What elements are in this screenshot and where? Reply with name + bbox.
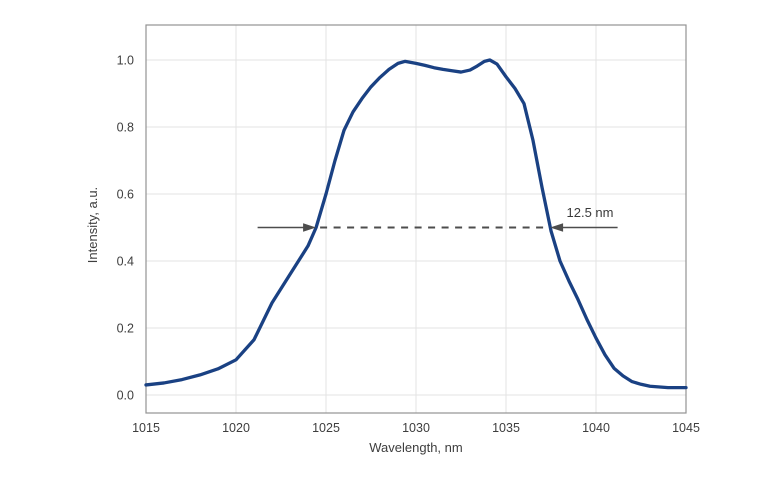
x-tick-label: 1030 (402, 421, 430, 435)
y-tick-label: 0.8 (117, 121, 134, 135)
grid-layer (146, 25, 686, 413)
x-tick-label: 1020 (222, 421, 250, 435)
y-tick-label: 0.2 (117, 322, 134, 336)
y-tick-label: 1.0 (117, 54, 134, 68)
tick-labels: 1015 1020 1025 1030 1035 1040 1045 0.0 0.2 0.4 0.6… (117, 54, 700, 436)
spectrum-curve (144, 58, 688, 390)
x-tick-label: 1045 (672, 421, 700, 435)
y-tick-label: 0.0 (117, 389, 134, 403)
series-layer (144, 58, 688, 390)
fwhm-width-label: 12.5 nm (567, 205, 614, 220)
plot-border (145, 24, 687, 414)
y-axis-label: Intensity, a.u. (85, 187, 100, 263)
x-tick-label: 1035 (492, 421, 520, 435)
x-axis-label: Wavelength, nm (369, 440, 462, 455)
fwhm-annotation (257, 223, 618, 232)
y-tick-label: 0.6 (117, 188, 134, 202)
y-tick-label: 0.4 (117, 255, 134, 269)
x-tick-label: 1015 (132, 421, 160, 435)
fwhm-left-arrowhead (303, 223, 317, 232)
x-tick-label: 1040 (582, 421, 610, 435)
x-tick-label: 1025 (312, 421, 340, 435)
fwhm-right-arrowhead (550, 223, 564, 232)
